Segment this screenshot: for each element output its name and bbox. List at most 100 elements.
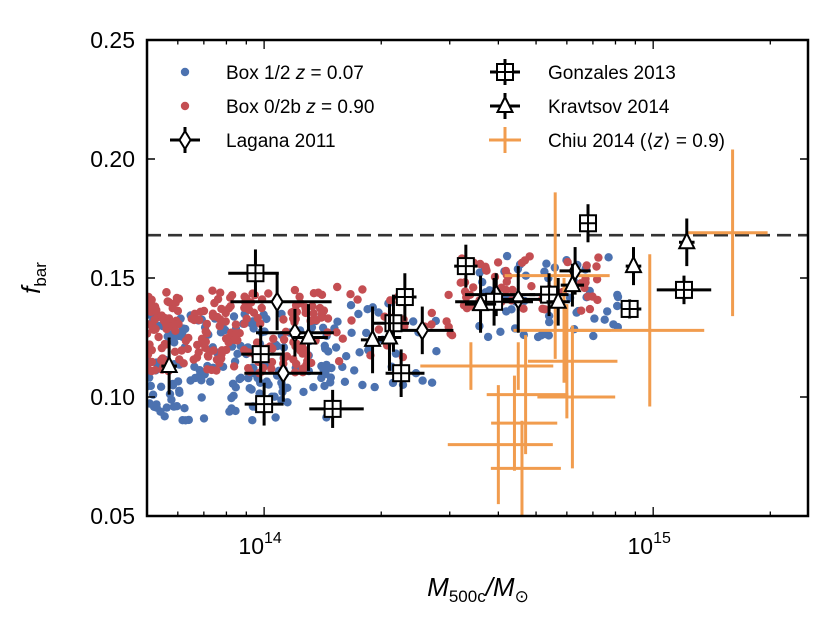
simulation-point <box>162 288 171 297</box>
simulation-point <box>215 358 224 368</box>
simulation-point <box>604 253 613 262</box>
simulation-point <box>592 262 601 271</box>
simulation-point <box>508 285 517 295</box>
y-axis-label: fbar <box>16 262 50 294</box>
simulation-point <box>181 324 190 334</box>
cross-data-point <box>486 335 569 455</box>
cross-data-point <box>491 375 558 471</box>
square-data-point <box>241 325 285 383</box>
square-data-point <box>620 299 642 319</box>
simulation-point <box>147 340 154 349</box>
legend-entry: Box 0/2b z = 0.90 <box>180 97 374 118</box>
simulation-point <box>279 335 289 344</box>
diamond-data-point <box>230 273 332 331</box>
simulation-point <box>309 383 318 392</box>
simulation-point <box>162 403 171 412</box>
simulation-point <box>540 267 549 276</box>
simulation-point <box>594 253 603 262</box>
simulation-point <box>308 302 317 311</box>
simulation-point <box>362 328 371 338</box>
simulation-point <box>244 373 253 383</box>
simulation-point <box>350 366 359 375</box>
simulation-point <box>374 308 383 317</box>
simulation-point <box>168 379 178 389</box>
simulation-point <box>253 313 262 323</box>
simulation-point <box>540 305 549 314</box>
simulation-point <box>233 349 242 358</box>
simulation-point <box>299 345 308 354</box>
simulation-point <box>173 306 183 316</box>
simulation-point <box>268 344 277 353</box>
simulation-point <box>227 404 236 413</box>
diamond-marker <box>178 129 192 151</box>
simulation-point <box>613 301 622 311</box>
triangle-marker <box>563 273 582 293</box>
simulation-point <box>174 294 184 303</box>
y-tick-label: 0.20 <box>90 146 135 172</box>
simulation-point <box>147 373 154 382</box>
simulation-point <box>447 331 457 340</box>
simulation-point <box>340 377 350 386</box>
simulation-point <box>590 314 599 323</box>
cross-data-point <box>447 385 553 505</box>
simulation-point <box>175 355 184 364</box>
simulation-point <box>147 301 156 310</box>
simulation-point <box>444 290 453 300</box>
square-data-point <box>385 349 425 397</box>
simulation-point <box>355 348 364 357</box>
legend-label: Lagana 2011 <box>226 131 336 152</box>
simulation-point <box>358 380 367 390</box>
cross-data-point <box>537 325 616 469</box>
simulation-point <box>240 319 249 328</box>
triangle-marker <box>624 254 643 274</box>
simulation-point <box>164 298 174 307</box>
square-data-point <box>393 273 417 321</box>
simulation-point <box>226 302 235 311</box>
simulation-point <box>257 303 266 313</box>
simulation-point <box>180 404 189 413</box>
simulation-point <box>203 365 212 374</box>
simulation-point <box>171 326 180 335</box>
legend-entry: Gonzales 2013 <box>490 59 676 85</box>
simulation-point <box>206 377 215 386</box>
legend-label: Box 1/2 z = 0.07 <box>226 63 364 84</box>
simulation-point <box>309 289 319 298</box>
simulation-point <box>317 290 327 299</box>
simulation-point <box>227 393 236 403</box>
triangle-data-point <box>160 337 179 395</box>
simulation-point <box>210 298 219 308</box>
simulation-point <box>212 366 221 375</box>
simulation-point <box>603 307 612 316</box>
cross-data-point <box>571 254 705 407</box>
simulation-point <box>502 277 511 286</box>
simulation-point <box>592 275 602 284</box>
simulation-point <box>502 307 511 316</box>
simulation-point <box>157 343 166 353</box>
simulation-point <box>609 320 618 329</box>
triangle-marker <box>471 292 490 312</box>
simulation-point <box>332 328 341 337</box>
simulation-point <box>309 309 318 318</box>
simulation-point <box>244 305 254 314</box>
simulation-point <box>147 381 155 391</box>
simulation-point <box>496 327 505 336</box>
simulation-point <box>252 338 262 347</box>
simulation-point <box>582 261 591 270</box>
simulation-point <box>418 376 427 385</box>
triangle-marker <box>363 328 382 347</box>
simulation-point <box>358 285 367 294</box>
simulation-point <box>208 286 217 295</box>
simulation-point <box>195 294 205 303</box>
simulation-point <box>409 317 418 326</box>
simulation-point <box>236 373 246 382</box>
simulation-point <box>544 331 553 340</box>
simulation-point <box>215 321 224 331</box>
diamond-marker <box>511 288 525 311</box>
simulation-point <box>320 381 329 391</box>
simulation-point <box>213 312 222 322</box>
simulation-point <box>169 332 179 342</box>
simulation-point <box>282 352 292 361</box>
simulation-point <box>427 378 437 387</box>
triangle-data-point <box>292 304 328 371</box>
simulation-point <box>231 320 241 329</box>
